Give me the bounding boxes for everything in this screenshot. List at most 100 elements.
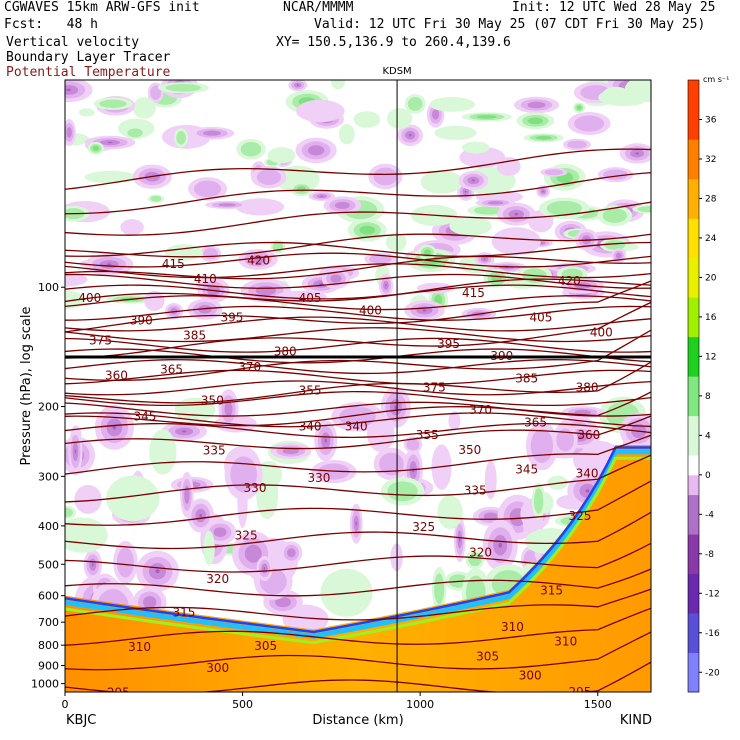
w-blob	[635, 152, 639, 155]
w-blob	[437, 495, 463, 530]
theta-contour	[65, 511, 651, 550]
theta-contour	[65, 316, 651, 332]
w-blob	[244, 544, 262, 563]
theta-contour	[65, 273, 651, 289]
w-blob	[78, 108, 95, 117]
theta-contour	[65, 480, 651, 526]
x-tick-label: 0	[62, 698, 69, 711]
w-blob	[407, 97, 423, 111]
w-blob	[106, 475, 160, 522]
theta-contour	[65, 607, 651, 646]
w-blob	[165, 83, 202, 92]
theta-contour	[65, 148, 651, 190]
theta-label: 310	[554, 635, 577, 649]
w-blob	[373, 167, 398, 186]
theta-label: 405	[529, 311, 552, 325]
w-blob	[387, 481, 418, 502]
boundary-layer-tracer-field	[65, 444, 651, 692]
colorbar-swatch	[688, 553, 699, 575]
theta-contour	[65, 401, 651, 417]
theta-contour	[65, 241, 651, 257]
theta-contour	[65, 301, 651, 359]
colorbar-tick-label: -8	[705, 550, 714, 560]
w-blob	[422, 309, 427, 312]
w-blob	[213, 527, 227, 538]
theta-contour	[65, 255, 651, 280]
theta-label: 385	[515, 372, 538, 386]
colorbar-swatch	[688, 158, 699, 180]
theta-label: 375	[89, 333, 112, 347]
w-blob	[602, 86, 630, 102]
y-tick-label: 1000	[31, 678, 59, 691]
theta-contour	[65, 201, 651, 236]
theta-label: 305	[254, 639, 277, 653]
theta-label: 355	[299, 383, 322, 397]
theta-contour	[65, 380, 651, 396]
w-blob	[473, 206, 504, 215]
w-blob	[406, 438, 420, 451]
theta-label: 405	[299, 291, 322, 305]
w-blob	[65, 85, 79, 95]
w-blob	[338, 123, 355, 145]
theta-contour	[65, 391, 651, 427]
w-blob	[144, 290, 165, 311]
theta-label: 300	[519, 669, 542, 683]
w-blob	[91, 563, 94, 567]
center-label: NCAR/MMMM	[283, 0, 354, 15]
theta-contour	[65, 631, 651, 671]
theta-label: 340	[345, 420, 368, 434]
y-tick-label: 500	[38, 558, 59, 571]
w-blob	[127, 128, 143, 138]
w-blob	[150, 195, 162, 202]
plot-area: 415 420 400 410 390 395 405 400 375 385 380 360 365 3…	[65, 80, 651, 692]
colorbar-swatch	[688, 119, 699, 140]
w-blob	[527, 101, 546, 109]
theta-contour	[65, 415, 651, 450]
theta-label: 345	[515, 463, 538, 477]
w-blob	[330, 274, 342, 283]
colorbar-swatch	[688, 218, 699, 239]
theta-contour	[65, 327, 651, 343]
w-blob	[274, 290, 327, 303]
y-axis: 100 200 300 400 500 600 700 800 900 1000	[31, 281, 65, 691]
colorbar-tick-label: 24	[705, 234, 717, 244]
w-blob	[369, 254, 392, 264]
colorbar-swatch	[688, 297, 699, 318]
w-blob	[296, 84, 299, 86]
theta-contour	[65, 361, 651, 404]
theta-label: 320	[469, 546, 492, 560]
theta-label: 390	[130, 313, 153, 327]
w-blob	[65, 507, 73, 518]
theta-contour	[65, 422, 651, 439]
theta-label: 400	[359, 303, 382, 317]
w-blob	[181, 430, 187, 433]
w-blob	[491, 227, 541, 256]
w-blob	[255, 285, 276, 296]
y-tick-label: 800	[38, 639, 59, 652]
colorbar-tick-label: 12	[705, 352, 716, 362]
colorbar-swatch	[688, 613, 699, 634]
w-blob	[546, 200, 583, 216]
w-blob	[143, 596, 157, 609]
w-blob	[386, 108, 413, 129]
station-marker-label: KDSM	[382, 66, 411, 77]
w-blob	[574, 115, 605, 132]
theta-label: 325	[412, 520, 435, 534]
theta-label: 310	[128, 640, 151, 654]
colorbar-swatch	[688, 356, 699, 377]
w-blob	[527, 117, 543, 125]
w-blob	[235, 198, 285, 216]
colorbar-tick-label: -20	[705, 668, 720, 678]
w-blob	[66, 88, 72, 92]
left-endpoint-label: KBJC	[66, 713, 96, 728]
theta-label: 420	[558, 274, 581, 288]
theta-label: 340	[576, 467, 599, 481]
w-blob	[176, 130, 186, 145]
w-blob	[155, 569, 160, 574]
tracer-edge-blue	[65, 446, 651, 634]
y-tick-label: 400	[38, 520, 59, 533]
theta-label: 415	[162, 257, 185, 271]
w-blob	[282, 447, 299, 455]
theta-label: 380	[274, 344, 297, 358]
colorbar-tick-label: 36	[705, 115, 717, 125]
